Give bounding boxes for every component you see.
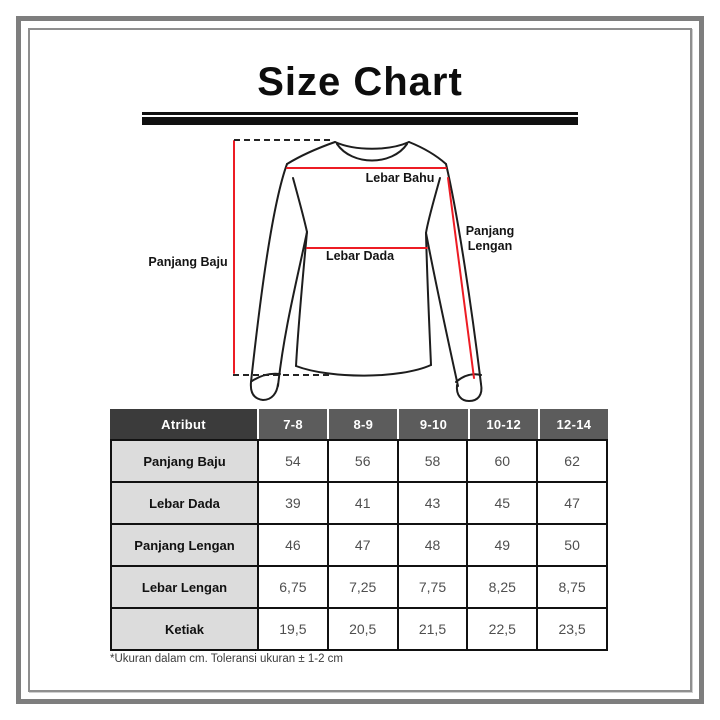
value-cell: 54 — [259, 441, 327, 481]
value-cell: 58 — [398, 441, 467, 481]
value-cell: 47 — [328, 525, 397, 565]
collar-inner — [334, 141, 410, 150]
col-header-size-3: 9-10 — [399, 409, 468, 439]
right-cuff — [455, 383, 483, 402]
hem — [295, 364, 432, 377]
value-cell: 49 — [468, 525, 537, 565]
shirt-diagram — [233, 139, 483, 402]
value-cell: 41 — [328, 483, 397, 523]
col-header-size-4: 10-12 — [469, 409, 538, 439]
value-cell: 45 — [468, 483, 537, 523]
value-cell: 7,25 — [328, 567, 397, 607]
row-label: Ketiak — [112, 609, 257, 649]
value-cell: 19,5 — [259, 609, 327, 649]
left-sleeve-outer — [250, 163, 288, 383]
left-armhole — [292, 177, 308, 233]
collar-outer — [336, 143, 408, 162]
row-label: Lebar Dada — [112, 483, 257, 523]
size-tolerance-note: *Ukuran dalam cm. Toleransi ukuran ± 1-2… — [110, 653, 343, 665]
col-header-size-1: 7-8 — [259, 409, 328, 439]
value-cell: 62 — [538, 441, 606, 481]
value-cell: 8,75 — [538, 567, 606, 607]
value-cell: 48 — [398, 525, 467, 565]
right-sleeve-outer — [445, 163, 482, 385]
row-label: Panjang Baju — [112, 441, 257, 481]
label-panjang-baju: Panjang Baju — [148, 255, 228, 269]
size-table: Atribut 7-8 8-9 9-10 10-12 12-14 Panjang… — [110, 409, 608, 651]
right-cuff-seam — [455, 373, 482, 383]
label-lebar-dada: Lebar Dada — [325, 249, 395, 263]
col-header-atribut: Atribut — [110, 409, 257, 439]
size-table-body: Panjang Baju 54 56 58 60 62 Lebar Dada 3… — [110, 439, 608, 651]
sleeve-length-line — [447, 177, 475, 379]
size-table-header: Atribut 7-8 8-9 9-10 10-12 12-14 — [110, 409, 608, 439]
value-cell: 22,5 — [468, 609, 537, 649]
left-shoulder — [286, 141, 336, 165]
label-panjang-lengan: Panjang Lengan — [465, 224, 515, 253]
value-cell: 56 — [328, 441, 397, 481]
value-cell: 23,5 — [538, 609, 606, 649]
title-divider-bar — [142, 117, 578, 125]
col-header-size-5: 12-14 — [539, 409, 608, 439]
value-cell: 46 — [259, 525, 327, 565]
value-cell: 20,5 — [328, 609, 397, 649]
value-cell: 8,25 — [468, 567, 537, 607]
col-header-size-2: 8-9 — [329, 409, 398, 439]
right-sleeve-inner — [425, 232, 459, 387]
row-label: Lebar Lengan — [112, 567, 257, 607]
page-title: Size Chart — [257, 60, 463, 104]
label-lebar-bahu: Lebar Bahu — [365, 171, 435, 185]
left-body-side — [295, 231, 308, 367]
value-cell: 7,75 — [398, 567, 467, 607]
value-cell: 47 — [538, 483, 606, 523]
value-cell: 21,5 — [398, 609, 467, 649]
left-cuff — [249, 381, 279, 401]
shirt-outline — [249, 141, 483, 402]
value-cell: 43 — [398, 483, 467, 523]
value-cell: 39 — [259, 483, 327, 523]
measurement-lines — [233, 140, 475, 379]
dashed-extension-lines — [233, 139, 333, 376]
row-label: Panjang Lengan — [112, 525, 257, 565]
value-cell: 50 — [538, 525, 606, 565]
title-divider — [142, 112, 578, 125]
left-sleeve-inner — [277, 231, 308, 387]
value-cell: 6,75 — [259, 567, 327, 607]
right-armhole — [425, 177, 441, 234]
right-shoulder — [408, 141, 447, 165]
value-cell: 60 — [468, 441, 537, 481]
